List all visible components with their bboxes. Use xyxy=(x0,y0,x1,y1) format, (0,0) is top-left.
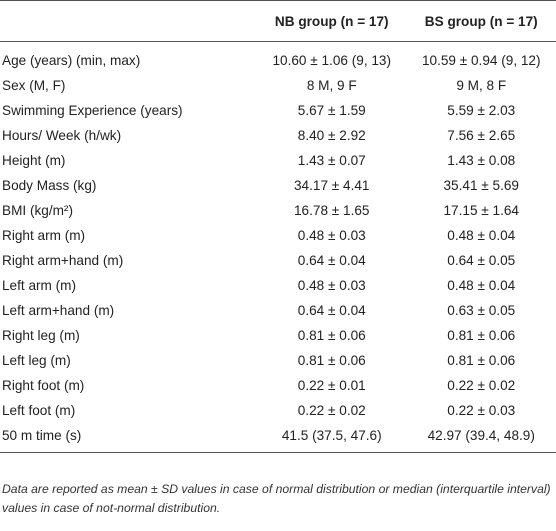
row-label: Height (m) xyxy=(2,153,66,168)
table-row: Hours/ Week (h/wk) 8.40 ± 2.92 7.56 ± 2.65 xyxy=(0,123,556,148)
cell-value: 8 M, 9 F xyxy=(306,78,357,93)
cell-value: 0.81 ± 0.06 xyxy=(447,328,516,343)
row-label: Right arm+hand (m) xyxy=(2,253,124,268)
cell-value: 0.81 ± 0.06 xyxy=(297,353,366,368)
table-row: Age (years) (min, max) 10.60 ± 1.06 (9, 1… xyxy=(0,42,556,74)
cell-value: 10.60 ± 1.06 (9, 13) xyxy=(272,53,392,68)
cell-value: 0.22 ± 0.02 xyxy=(447,378,516,393)
cell-value: 0.81 ± 0.06 xyxy=(297,328,366,343)
row-label: Left leg (m) xyxy=(2,353,71,368)
table-row: Right foot (m) 0.22 ± 0.01 0.22 ± 0.02 xyxy=(0,373,556,398)
cell-value: 8.40 ± 2.92 xyxy=(297,128,366,143)
row-label: Hours/ Week (h/wk) xyxy=(2,128,122,143)
table-row: Left foot (m) 0.22 ± 0.02 0.22 ± 0.03 xyxy=(0,398,556,423)
row-label: Left arm+hand (m) xyxy=(2,303,115,318)
header-cell: BS group (n = 17) xyxy=(406,0,556,42)
table-row: Right arm (m) 0.48 ± 0.03 0.48 ± 0.04 xyxy=(0,223,556,248)
cell-value: 42.97 (39.4, 48.9) xyxy=(406,423,556,453)
row-label: Right arm (m) xyxy=(2,228,86,243)
row-label: Right leg (m) xyxy=(2,328,80,343)
table-row: Height (m) 1.43 ± 0.07 1.43 ± 0.08 xyxy=(0,148,556,173)
cell-value: 1.43 ± 0.08 xyxy=(447,153,516,168)
cell-value: 35.41 ± 5.69 xyxy=(443,178,520,193)
row-label: Left arm (m) xyxy=(2,278,77,293)
cell-value: 0.48 ± 0.03 xyxy=(297,278,366,293)
data-table: NB group (n = 17) BS group (n = 17) Age (… xyxy=(0,0,556,453)
header-cell: NB group (n = 17) xyxy=(257,0,407,42)
cell-value: 1.43 ± 0.07 xyxy=(297,153,366,168)
cell-value: 16.78 ± 1.65 xyxy=(294,203,370,218)
cell-value: 5.67 ± 1.59 xyxy=(297,103,366,118)
table-row: Sex (M, F) 8 M, 9 F 9 M, 8 F xyxy=(0,73,556,98)
header-corner xyxy=(0,0,257,42)
cell-value: 10.59 ± 0.94 (9, 12) xyxy=(421,53,541,68)
cell-value: 5.59 ± 2.03 xyxy=(447,103,516,118)
table-row: BMI (kg/m²) 16.78 ± 1.65 17.15 ± 1.64 xyxy=(0,198,556,223)
row-label: Body Mass (kg) xyxy=(2,178,97,193)
row-label: BMI (kg/m²) xyxy=(2,203,73,218)
table-row: Right arm+hand (m) 0.64 ± 0.04 0.64 ± 0.05 xyxy=(0,248,556,273)
table-row: 50 m time (s) 41.5 (37.5, 47.6) 42.97 (39.… xyxy=(0,423,556,453)
table-row: Right leg (m) 0.81 ± 0.06 0.81 ± 0.06 xyxy=(0,323,556,348)
cell-value: 0.48 ± 0.04 xyxy=(447,278,516,293)
cell-value: 0.64 ± 0.04 xyxy=(297,303,366,318)
cell-value: 0.22 ± 0.02 xyxy=(297,403,366,418)
table-row: Left arm+hand (m) 0.64 ± 0.04 0.63 ± 0.05 xyxy=(0,298,556,323)
cell-value: 9 M, 8 F xyxy=(456,78,507,93)
table-body: Age (years) (min, max) 10.60 ± 1.06 (9, 1… xyxy=(0,42,556,453)
table-row: Left arm (m) 0.48 ± 0.03 0.48 ± 0.04 xyxy=(0,273,556,298)
cell-value: 0.81 ± 0.06 xyxy=(447,353,516,368)
table-row: Body Mass (kg) 34.17 ± 4.41 35.41 ± 5.69 xyxy=(0,173,556,198)
row-label: 50 m time (s) xyxy=(0,423,257,453)
table-row: Left leg (m) 0.81 ± 0.06 0.81 ± 0.06 xyxy=(0,348,556,373)
cell-value: 41.5 (37.5, 47.6) xyxy=(257,423,407,453)
cell-value: 0.48 ± 0.03 xyxy=(297,228,366,243)
row-label: Left foot (m) xyxy=(2,403,76,418)
cell-value: 0.63 ± 0.05 xyxy=(447,303,516,318)
cell-value: 0.64 ± 0.05 xyxy=(447,253,516,268)
row-label: Sex (M, F) xyxy=(2,78,66,93)
table-row: Swimming Experience (years) 5.67 ± 1.59 5.… xyxy=(0,98,556,123)
cell-value: 0.22 ± 0.01 xyxy=(297,378,366,393)
row-label: Right foot (m) xyxy=(2,378,85,393)
cell-value: 7.56 ± 2.65 xyxy=(447,128,516,143)
row-label: Age (years) (min, max) xyxy=(2,53,141,68)
cell-value: 0.22 ± 0.03 xyxy=(447,403,516,418)
header-row: NB group (n = 17) BS group (n = 17) xyxy=(0,0,556,42)
footnote: Data are reported as mean ± SD values in… xyxy=(2,482,551,515)
cell-value: 0.48 ± 0.04 xyxy=(447,228,516,243)
cell-value: 0.64 ± 0.04 xyxy=(297,253,366,268)
cell-value: 17.15 ± 1.64 xyxy=(443,203,520,218)
cell-value: 34.17 ± 4.41 xyxy=(294,178,370,193)
row-label: Swimming Experience (years) xyxy=(2,103,183,118)
